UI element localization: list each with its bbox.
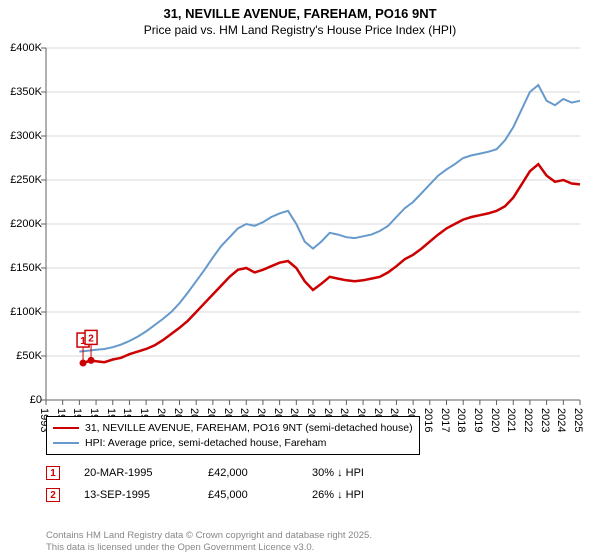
y-tick-label: £300K xyxy=(10,130,46,142)
title-block: 31, NEVILLE AVENUE, FAREHAM, PO16 9NT Pr… xyxy=(0,0,600,37)
sale-price: £42,000 xyxy=(208,467,288,479)
y-tick-label: £0 xyxy=(30,394,46,406)
sale-row: 1 20-MAR-1995 £42,000 30% ↓ HPI xyxy=(46,462,402,484)
x-tick-label: 2023 xyxy=(539,408,551,432)
sale-date: 13-SEP-1995 xyxy=(84,489,184,501)
chart-container: 31, NEVILLE AVENUE, FAREHAM, PO16 9NT Pr… xyxy=(0,0,600,560)
x-tick-label: 2020 xyxy=(489,408,501,432)
x-tick-label: 2021 xyxy=(505,408,517,432)
y-tick-label: £400K xyxy=(10,42,46,54)
y-tick-label: £250K xyxy=(10,174,46,186)
plot-area: 12 £0£50K£100K£150K£200K£250K£300K£350K£… xyxy=(46,44,586,404)
sale-marker-label: 2 xyxy=(88,333,94,344)
legend-label: HPI: Average price, semi-detached house,… xyxy=(85,436,326,451)
x-tick-label: 2024 xyxy=(555,408,567,432)
chart-title: 31, NEVILLE AVENUE, FAREHAM, PO16 9NT xyxy=(0,6,600,21)
sale-marker-dot xyxy=(80,360,87,367)
y-tick-label: £50K xyxy=(16,350,46,362)
legend-label: 31, NEVILLE AVENUE, FAREHAM, PO16 9NT (s… xyxy=(85,421,413,436)
legend-item: HPI: Average price, semi-detached house,… xyxy=(53,436,413,451)
x-tick-label: 2022 xyxy=(522,408,534,432)
x-tick-label: 2019 xyxy=(472,408,484,432)
attribution-footer: Contains HM Land Registry data © Crown c… xyxy=(46,530,372,554)
x-tick-label: 2025 xyxy=(572,408,584,432)
x-tick-label: 2017 xyxy=(439,408,451,432)
legend-swatch xyxy=(53,442,79,444)
footer-line-2: This data is licensed under the Open Gov… xyxy=(46,542,372,554)
sale-price: £45,000 xyxy=(208,489,288,501)
footer-line-1: Contains HM Land Registry data © Crown c… xyxy=(46,530,372,542)
sale-row: 2 13-SEP-1995 £45,000 26% ↓ HPI xyxy=(46,484,402,506)
sale-marker-dot xyxy=(88,357,95,364)
y-tick-label: £150K xyxy=(10,262,46,274)
sale-row-marker: 1 xyxy=(46,466,60,480)
sales-table: 1 20-MAR-1995 £42,000 30% ↓ HPI 2 13-SEP-1995… xyxy=(46,462,402,506)
legend-item: 31, NEVILLE AVENUE, FAREHAM, PO16 9NT (s… xyxy=(53,421,413,436)
legend: 31, NEVILLE AVENUE, FAREHAM, PO16 9NT (s… xyxy=(46,416,420,455)
series-address xyxy=(83,164,580,363)
chart-svg: 12 xyxy=(46,44,586,404)
sale-vs-hpi: 30% ↓ HPI xyxy=(312,467,402,479)
y-tick-label: £100K xyxy=(10,306,46,318)
sale-date: 20-MAR-1995 xyxy=(84,467,184,479)
chart-subtitle: Price paid vs. HM Land Registry's House … xyxy=(0,23,600,37)
sale-vs-hpi: 26% ↓ HPI xyxy=(312,489,402,501)
x-tick-label: 2016 xyxy=(422,408,434,432)
sale-row-marker: 2 xyxy=(46,488,60,502)
y-tick-label: £350K xyxy=(10,86,46,98)
x-tick-label: 2018 xyxy=(455,408,467,432)
y-tick-label: £200K xyxy=(10,218,46,230)
legend-swatch xyxy=(53,427,79,429)
